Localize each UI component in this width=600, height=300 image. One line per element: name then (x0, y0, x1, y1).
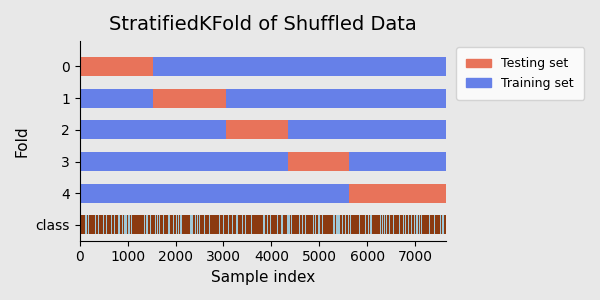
Bar (349, 184, 446, 203)
Bar (349, 152, 446, 171)
Bar (226, 120, 288, 139)
Bar (80, 57, 153, 76)
Bar (80, 88, 153, 108)
Bar (80, 184, 349, 203)
X-axis label: Sample index: Sample index (211, 270, 315, 285)
Bar (153, 57, 446, 76)
Bar (288, 120, 446, 139)
Bar (80, 152, 288, 171)
Bar (226, 88, 446, 108)
Title: StratifiedKFold of Shuffled Data: StratifiedKFold of Shuffled Data (109, 15, 417, 34)
Bar (80, 120, 226, 139)
Bar (288, 152, 349, 171)
Legend: Testing set, Training set: Testing set, Training set (457, 47, 584, 100)
Bar (153, 88, 226, 108)
Y-axis label: Fold: Fold (15, 125, 30, 157)
